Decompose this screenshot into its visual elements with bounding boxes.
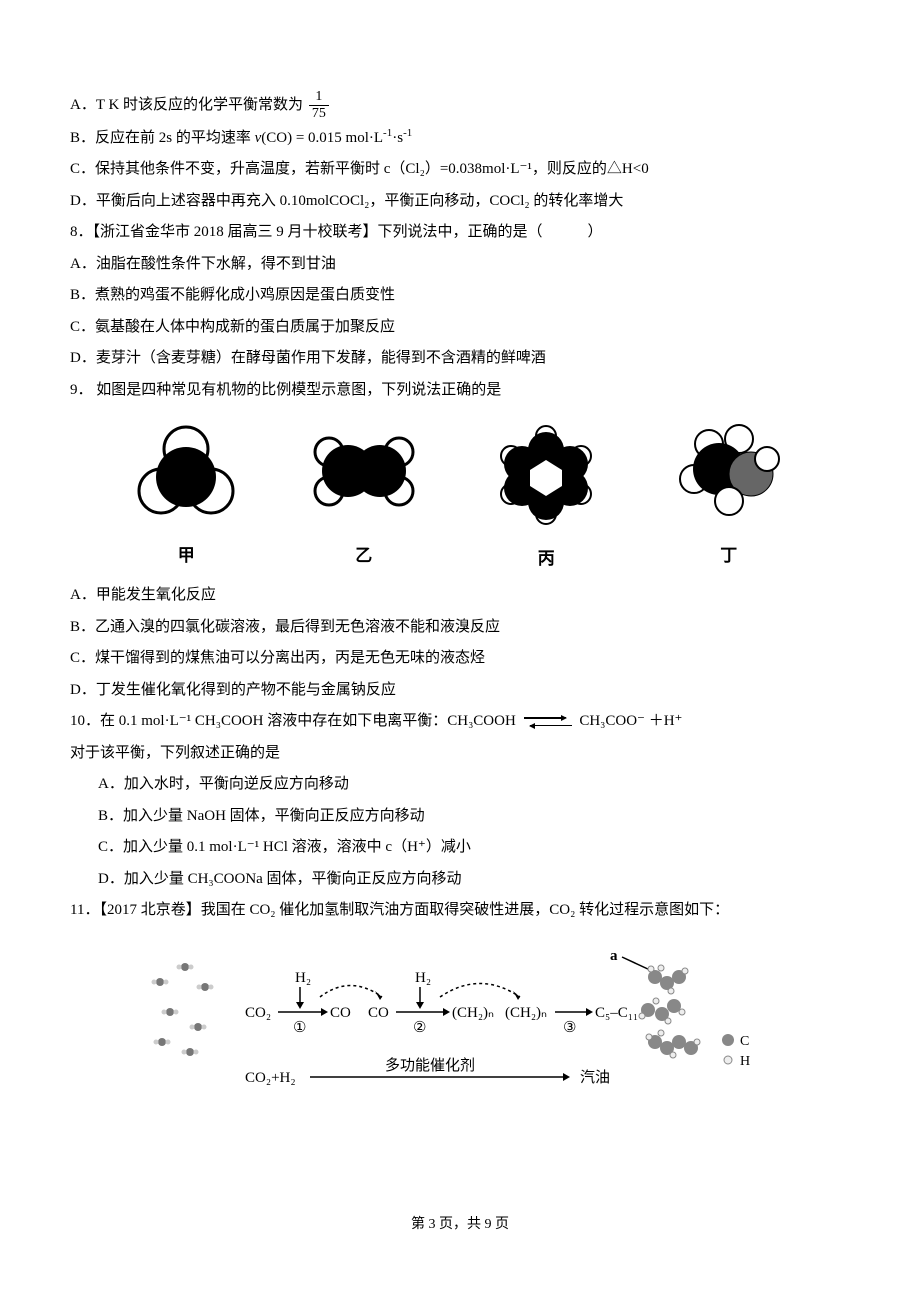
- equilibrium-arrow-icon: [524, 715, 572, 729]
- q7-B-pre: B．反应在前 2s 的平均速率: [70, 130, 255, 146]
- q10-option-C: C．加入少量 0.1 mol·L⁻¹ HCl 溶液，溶液中 c（H⁺）减小: [70, 832, 850, 864]
- hydrocarbon-molecule-icon: [639, 965, 700, 1058]
- page-container: A．T K 时该反应的化学平衡常数为 1 75 B．反应在前 2s 的平均速率 …: [0, 0, 920, 1295]
- molecule-models-row: 甲 乙: [70, 416, 850, 576]
- model-jia-label: 甲: [131, 538, 241, 574]
- co2-molecules-icon: [152, 963, 214, 1056]
- diagram-catalyst: 多功能催化剂: [385, 1057, 475, 1074]
- q7-B-exp2: -1: [403, 127, 412, 139]
- model-ding-label: 丁: [669, 538, 789, 574]
- legend-h-label: H: [740, 1054, 750, 1069]
- q9-option-D: D．丁发生催化氧化得到的产物不能与金属钠反应: [70, 675, 850, 707]
- q8-option-C: C．氨基酸在人体中构成新的蛋白质属于加聚反应: [70, 312, 850, 344]
- model-yi: 乙: [304, 419, 424, 574]
- diagram-h2-2: H₂: [415, 970, 431, 986]
- legend-c-icon: [722, 1034, 734, 1046]
- reaction-diagram: a CO₂ H₂ ① CO CO H₂ ② (CH₂)ₙ: [150, 942, 770, 1115]
- q7-A-pre: A．T K 时该反应的化学平衡常数为: [70, 97, 307, 113]
- q9-option-B: B．乙通入溴的四氯化碳溶液，最后得到无色溶液不能和液溴反应: [70, 612, 850, 644]
- diagram-ch2n-1: (CH₂)ₙ: [452, 1005, 494, 1021]
- q10-stem-post: CH₃COO⁻ ＋H⁺: [579, 713, 682, 729]
- diagram-ch2n-2: (CH₂)ₙ: [505, 1005, 547, 1021]
- q7-B-co: (CO): [261, 130, 292, 146]
- diagram-h2-1: H₂: [295, 970, 311, 986]
- diagram-co2: CO₂: [245, 1005, 271, 1021]
- q10-option-A: A．加入水时，平衡向逆反应方向移动: [70, 769, 850, 801]
- fraction-den: 75: [309, 106, 329, 121]
- model-yi-label: 乙: [304, 538, 424, 574]
- q9-option-C: C．煤干馏得到的煤焦油可以分离出丙，丙是无色无味的液态烃: [70, 643, 850, 675]
- diagram-step2: ②: [413, 1020, 426, 1036]
- model-jia: 甲: [131, 419, 241, 574]
- diagram-co-2: CO: [368, 1005, 389, 1021]
- fraction-1-75: 1 75: [309, 90, 329, 121]
- diagram-co2-h2: CO₂+H₂: [245, 1070, 296, 1086]
- diagram-step1: ①: [293, 1020, 306, 1036]
- q8-option-A: A．油脂在酸性条件下水解，得不到甘油: [70, 249, 850, 281]
- q7-B-exp1: -1: [383, 127, 392, 139]
- q10-option-B: B．加入少量 NaOH 固体，平衡向正反应方向移动: [70, 801, 850, 833]
- q8-option-D: D．麦芽汁（含麦芽糖）在酵母菌作用下发酵，能得到不含酒精的鲜啤酒: [70, 343, 850, 375]
- q10-option-D: D．加入少量 CH₃COONa 固体，平衡向正反应方向移动: [70, 864, 850, 896]
- q7-option-A: A．T K 时该反应的化学平衡常数为 1 75: [70, 90, 850, 122]
- model-bing: 丙: [486, 416, 606, 576]
- q10-stem-pre: 10．在 0.1 mol·L⁻¹ CH₃COOH 溶液中存在如下电离平衡：CH₃…: [70, 713, 520, 729]
- page-footer: 第 3 页，共 9 页: [70, 1214, 850, 1235]
- q10-line2: 对于该平衡，下列叙述正确的是: [70, 738, 850, 770]
- reaction-diagram-svg: a CO₂ H₂ ① CO CO H₂ ② (CH₂)ₙ: [150, 942, 770, 1102]
- q9-stem: 9． 如图是四种常见有机物的比例模型示意图，下列说法正确的是: [70, 375, 850, 407]
- molecule-bing-icon: [486, 416, 606, 526]
- q7-B-eq: = 0.015 mol·L: [292, 130, 383, 146]
- molecule-ding-icon: [669, 419, 789, 524]
- q9-option-A: A．甲能发生氧化反应: [70, 580, 850, 612]
- diagram-c5c11: C₅–C₁₁: [595, 1005, 638, 1021]
- q11-stem: 11．【2017 北京卷】我国在 CO₂ 催化加氢制取汽油方面取得突破性进展，C…: [70, 895, 850, 927]
- diagram-product: 汽油: [580, 1069, 610, 1086]
- fraction-num: 1: [309, 90, 329, 106]
- q7-option-B: B．反应在前 2s 的平均速率 v(CO) = 0.015 mol·L-1·s-…: [70, 122, 850, 155]
- diagram-co-1: CO: [330, 1005, 351, 1021]
- q7-B-dot: ·s: [392, 130, 403, 146]
- legend-h-icon: [724, 1056, 732, 1064]
- q7-option-D: D．平衡后向上述容器中再充入 0.10molCOCl₂，平衡正向移动，COCl₂…: [70, 186, 850, 218]
- legend-c-label: C: [740, 1034, 749, 1049]
- model-bing-label: 丙: [486, 541, 606, 577]
- q8-stem: 8．【浙江省金华市 2018 届高三 9 月十校联考】下列说法中，正确的是（ ）: [70, 217, 850, 249]
- q10-stem: 10．在 0.1 mol·L⁻¹ CH₃COOH 溶液中存在如下电离平衡：CH₃…: [70, 706, 850, 738]
- q7-option-C: C．保持其他条件不变，升高温度，若新平衡时 c（Cl₂）=0.038mol·L⁻…: [70, 154, 850, 186]
- model-ding: 丁: [669, 419, 789, 574]
- molecule-yi-icon: [304, 419, 424, 524]
- diagram-step3: ③: [563, 1020, 576, 1036]
- diagram-a-label: a: [610, 948, 618, 964]
- q8-option-B: B．煮熟的鸡蛋不能孵化成小鸡原因是蛋白质变性: [70, 280, 850, 312]
- molecule-jia-icon: [131, 419, 241, 524]
